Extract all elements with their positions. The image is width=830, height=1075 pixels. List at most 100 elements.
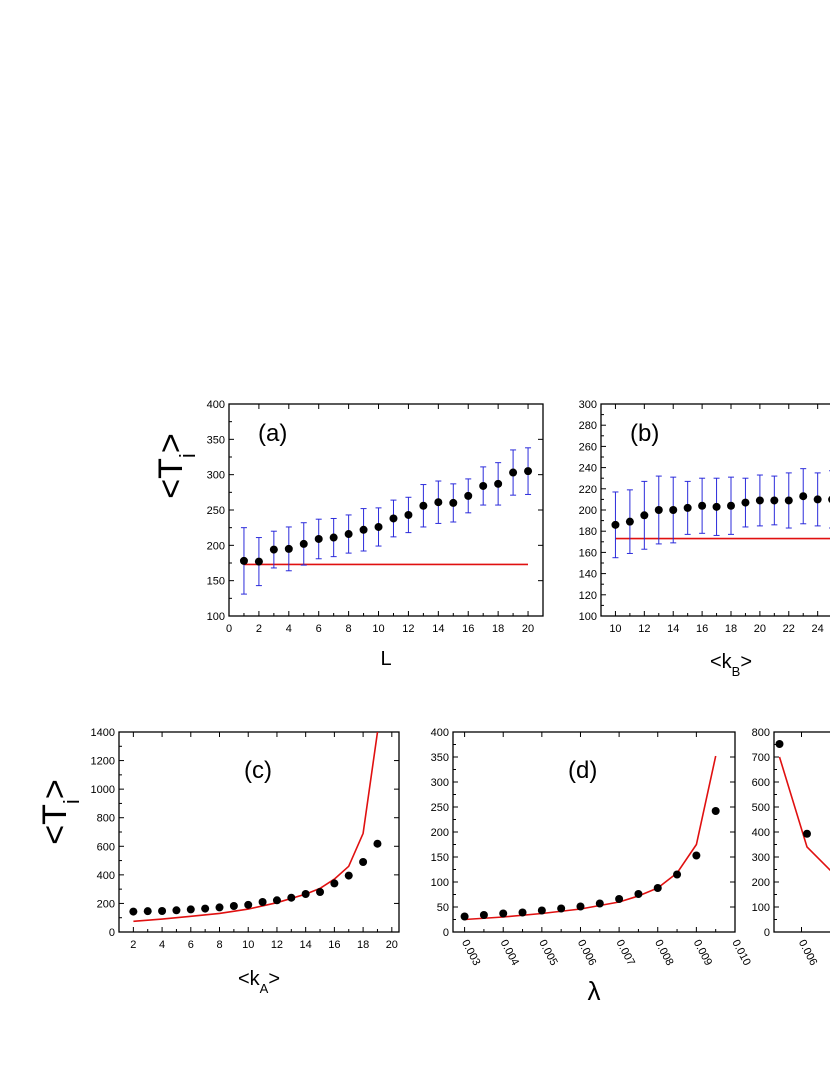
panel-e: 0 100 200 300 400 500 600 700 800 0.006 xyxy=(752,727,830,968)
data-point-a xyxy=(374,522,383,531)
data-point-a xyxy=(509,468,518,477)
x-axis-label-d: λ xyxy=(588,976,601,1006)
data-point-a xyxy=(434,498,443,507)
y-tick-label-b: 200 xyxy=(579,505,597,517)
data-point-c xyxy=(129,907,138,916)
ylabel-bottom: <Ti> xyxy=(36,779,84,844)
data-point-a xyxy=(329,533,338,542)
data-point-d xyxy=(653,884,662,892)
y-tick-label-e: 800 xyxy=(752,727,770,739)
x-tick-label-c: 18 xyxy=(357,939,369,951)
plot-area-a xyxy=(239,447,533,595)
data-point-a xyxy=(359,525,368,534)
x-tick-label-c: 16 xyxy=(328,939,340,951)
y-tick-label-a: 400 xyxy=(207,399,225,411)
y-tick-label-a: 350 xyxy=(207,434,225,446)
data-point-b xyxy=(669,506,678,514)
y-tick-label-b: 180 xyxy=(579,526,597,538)
x-axis-label-b: <kB> xyxy=(710,651,752,679)
x-tick-label-b: 20 xyxy=(754,623,766,635)
x-tick-label-a: 0 xyxy=(226,623,232,635)
data-point-c xyxy=(359,858,368,866)
data-point-c xyxy=(316,888,325,896)
data-point-c xyxy=(244,900,253,909)
panel-label-a: (a) xyxy=(258,420,287,447)
data-point-a xyxy=(494,479,503,488)
data-point-c xyxy=(287,893,296,902)
data-point-b xyxy=(625,517,634,526)
x-tick-label-d: 0.007 xyxy=(613,938,637,968)
data-point-a xyxy=(389,514,398,523)
data-point-e xyxy=(775,740,784,748)
data-point-d xyxy=(634,890,643,898)
plot-area-c xyxy=(129,732,382,923)
data-point-d xyxy=(460,912,469,921)
x-tick-label-b: 14 xyxy=(667,623,679,635)
x-tick-label-c: 8 xyxy=(216,939,222,951)
x-tick-label-a: 16 xyxy=(462,623,474,635)
data-point-b xyxy=(727,501,735,510)
x-tick-label-a: 4 xyxy=(286,623,292,635)
y-tick-label-b: 120 xyxy=(579,590,597,602)
y-tick-label-d: 400 xyxy=(431,727,449,739)
y-tick-label-c: 800 xyxy=(97,813,115,825)
data-point-a xyxy=(284,544,293,553)
data-point-a xyxy=(239,556,248,565)
data-point-c xyxy=(215,903,224,912)
y-tick-label-b: 100 xyxy=(579,611,597,623)
data-point-c xyxy=(172,906,181,915)
y-tick-label-d: 100 xyxy=(431,877,449,889)
data-point-c xyxy=(344,871,353,880)
x-tick-label-a: 12 xyxy=(402,623,414,635)
x-tick-label-c: 20 xyxy=(386,939,398,951)
y-tick-label-e: 100 xyxy=(752,902,770,914)
data-point-d xyxy=(479,911,488,919)
data-point-d xyxy=(595,899,604,908)
y-tick-label-d: 300 xyxy=(431,777,449,789)
panel-label-b: (b) xyxy=(630,420,659,447)
y-tick-label-c: 1000 xyxy=(91,784,115,796)
y-tick-label-a: 200 xyxy=(207,540,225,552)
y-tick-label-c: 600 xyxy=(97,841,115,853)
y-tick-label-d: 350 xyxy=(431,752,449,764)
panel-label-d: (d) xyxy=(568,757,597,784)
data-point-c xyxy=(229,902,238,910)
data-point-a xyxy=(449,498,458,507)
x-tick-label-a: 20 xyxy=(522,623,534,635)
x-tick-label-d: 0.010 xyxy=(729,938,753,968)
y-tick-label-b: 240 xyxy=(579,463,597,475)
x-tick-label-c: 4 xyxy=(159,939,165,951)
x-tick-label-c: 14 xyxy=(300,939,312,951)
data-point-b xyxy=(741,498,750,507)
x-tick-label-c: 6 xyxy=(188,939,194,951)
x-tick-label-d: 0.009 xyxy=(691,938,715,968)
data-point-a xyxy=(524,467,533,476)
x-tick-label-d: 0.008 xyxy=(652,938,676,968)
x-tick-label-d: 0.003 xyxy=(459,938,483,968)
data-point-a xyxy=(479,481,488,490)
data-point-d xyxy=(692,851,701,860)
data-point-b xyxy=(640,511,649,520)
data-point-d xyxy=(711,807,720,815)
y-tick-label-e: 200 xyxy=(752,877,770,889)
x-tick-label-a: 2 xyxy=(256,623,262,635)
data-point-e xyxy=(803,829,811,838)
data-point-a xyxy=(254,557,263,566)
data-point-c xyxy=(330,879,339,888)
data-point-b xyxy=(712,502,721,511)
data-point-b xyxy=(611,520,620,529)
x-tick-label-b: 18 xyxy=(725,623,737,635)
data-point-a xyxy=(299,539,308,548)
plot-area-e xyxy=(775,740,830,872)
x-tick-label-b: 10 xyxy=(609,623,621,635)
x-tick-label-b: 24 xyxy=(812,623,824,635)
y-tick-label-e: 600 xyxy=(752,777,770,789)
y-tick-label-c: 1200 xyxy=(91,756,115,768)
y-tick-label-c: 1400 xyxy=(91,727,115,739)
y-tick-label-e: 700 xyxy=(752,752,770,764)
data-point-b xyxy=(698,501,707,510)
y-tick-label-b: 160 xyxy=(579,547,597,559)
data-point-d xyxy=(518,908,527,917)
x-tick-label-d: 0.005 xyxy=(536,938,560,968)
data-point-a xyxy=(419,501,428,510)
